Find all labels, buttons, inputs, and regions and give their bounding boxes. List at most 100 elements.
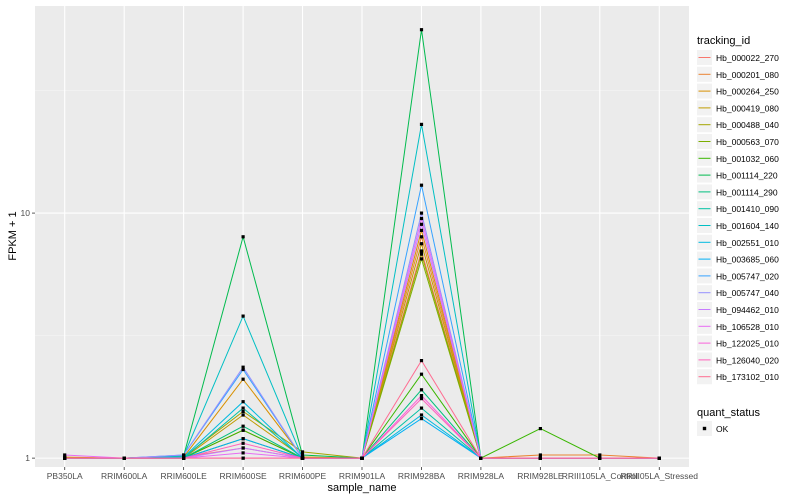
legend-label: Hb_001410_090 [716,204,779,214]
legend-item: Hb_002551_010 [697,234,779,250]
legend-title-quant-status: quant_status [697,407,760,419]
data-point [241,437,245,441]
legend-label: Hb_000419_080 [716,103,779,113]
legend-label: Hb_002551_010 [716,238,779,248]
legend-item: Hb_001032_060 [697,150,779,166]
data-point [241,428,245,432]
y-tick-label: 10 [21,208,31,218]
data-point [63,456,67,460]
data-point [241,424,245,428]
data-point [241,235,245,239]
x-tick-label: RRIM901LA [339,471,386,481]
legend-item: Hb_001604_140 [697,218,779,233]
legend-label: Hb_005747_040 [716,288,779,298]
x-axis: PB350LA RRIM600LA RRIM600LE RRIM600SE RRIM60… [47,467,699,481]
data-point [241,314,245,318]
data-point [419,211,424,215]
data-point [300,456,305,460]
legend-label: Hb_000563_070 [716,137,779,147]
legend-item: Hb_005747_020 [697,268,779,284]
legend-label: Hb_000022_270 [716,53,779,63]
legend-item: Hb_000022_270 [697,50,779,65]
data-point [419,417,424,421]
data-point [419,235,424,239]
data-point [241,446,245,450]
data-point [122,456,126,460]
data-point [538,456,542,460]
x-tick-label: RRIII105LA_Control [562,471,638,481]
data-point [419,122,424,126]
y-tick-label: 1 [25,453,30,463]
legend-label: Hb_003685_060 [716,255,779,265]
data-point [479,456,483,460]
data-point [360,456,364,460]
data-point [419,359,424,363]
data-point [419,394,424,398]
data-point [241,456,245,460]
data-point [419,242,424,246]
data-point [241,365,245,369]
legend-item: Hb_000563_070 [697,134,779,149]
x-tick-label: RRIM600SE [219,471,267,481]
data-point [182,456,186,460]
legend-label: Hb_000264_250 [716,87,779,97]
x-tick-label: RRIM928LE [517,471,564,481]
legend-label: Hb_001114_290 [716,187,778,197]
legend-item: Hb_126040_020 [697,352,779,368]
data-point [241,451,245,455]
x-tick-label: RRIII05LA_Stressed [621,471,699,481]
legend-item: Hb_106528_010 [697,318,779,334]
legend-label: Hb_173102_010 [716,372,779,382]
legend-item: Hb_001114_220 [697,167,778,183]
legend-label: Hb_094462_010 [716,305,779,315]
x-axis-title: sample_name [327,482,396,494]
x-tick-label: RRIM928LA [458,471,505,481]
legend-label-ok: OK [716,424,729,434]
legend-item: Hb_094462_010 [697,302,779,317]
data-point [241,400,245,404]
legend-label: Hb_126040_020 [716,355,779,365]
data-point [598,456,602,460]
data-point [300,453,305,457]
legend-point-ok [702,426,707,431]
legend-item: Hb_001114_290 [697,184,778,200]
data-point [657,456,661,460]
data-point [182,453,186,457]
legend-item: Hb_000419_080 [697,100,779,116]
legend-label: Hb_001114_220 [716,171,778,181]
data-point [419,257,424,261]
data-point [419,372,424,376]
legend-label: Hb_001032_060 [716,154,779,164]
legend-label: Hb_001604_140 [716,221,779,231]
legend: tracking_id Hb_000022_270 Hb_000201_080 Hb… [697,35,779,436]
legend-title-tracking-id: tracking_id [697,35,750,47]
legend-item: Hb_000488_040 [697,117,779,133]
legend-label: Hb_000201_080 [716,70,779,80]
data-point [241,409,245,414]
data-point [241,377,245,381]
data-point [419,222,424,226]
data-point [241,413,245,417]
data-points [63,28,661,460]
data-point [538,427,542,431]
data-point [538,453,542,457]
x-tick-label: RRIM928BA [398,471,446,481]
data-point [241,367,245,372]
legend-item: Hb_005747_040 [697,285,779,301]
data-point [419,413,424,417]
x-tick-label: RRIM600LA [101,471,148,481]
data-point [419,397,424,401]
x-tick-label: RRIM600PE [279,471,327,481]
legend-label: Hb_000488_040 [716,120,779,130]
y-axis-title: FPKM + 1 [7,211,19,260]
y-axis: 1 10 [21,208,35,463]
data-point [598,453,602,457]
data-point [419,183,424,187]
legend-item: Hb_000264_250 [697,83,779,99]
data-point [241,441,245,445]
legend-item: Hb_001410_090 [697,201,779,217]
legend-item: Hb_003685_060 [697,251,779,267]
data-point [419,216,424,221]
data-point [300,450,305,454]
